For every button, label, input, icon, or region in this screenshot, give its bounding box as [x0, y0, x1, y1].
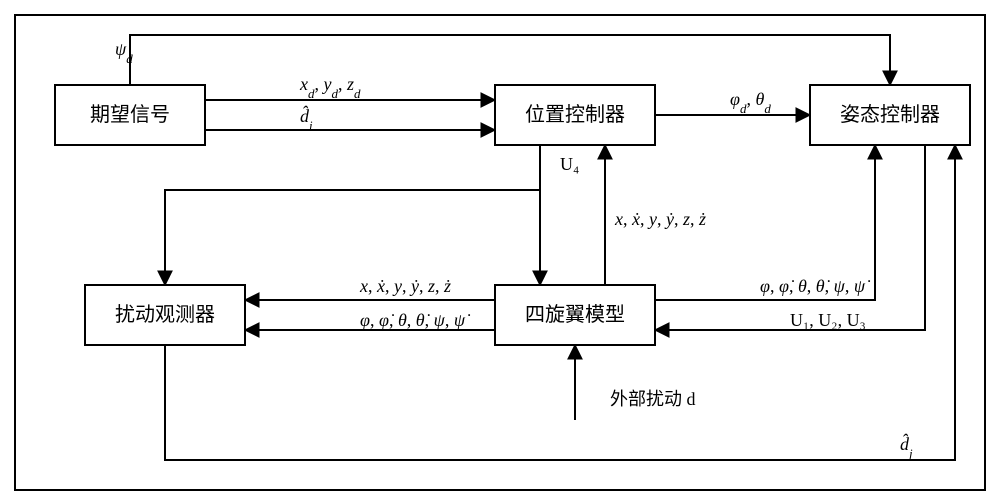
edge-label-u4: U₄ — [560, 154, 579, 174]
node-label-observer: 扰动观测器 — [115, 303, 215, 326]
edge-label-state_att: φ, φ̇, θ, θ̇, ψ, ψ̇ — [760, 276, 871, 296]
edge-label-state_att: φ, φ̇, θ, θ̇, ψ, ψ̇ — [360, 310, 471, 330]
edge-label-d_hat_i: d̂i — [300, 105, 313, 132]
edge-label-disturb: 外部扰动 d — [610, 389, 696, 409]
node-label-pos_ctrl: 位置控制器 — [525, 103, 625, 126]
node-model: 四旋翼模型 — [495, 285, 655, 345]
nodes-layer: 期望信号 位置控制器 姿态控制器扰动观测器 四旋翼模型 — [55, 85, 970, 345]
edge-label-xyz_d: xd, yd, zd — [299, 74, 361, 101]
edge-label-d_hat_j: d̂j — [900, 433, 913, 460]
edge-label-phi_theta_d: φd, θd — [730, 89, 771, 116]
edge-label-u123: U₁, U₂, U₃ — [790, 310, 866, 330]
node-label-att_ctrl: 姿态控制器 — [840, 103, 940, 126]
node-desired: 期望信号 — [55, 85, 205, 145]
node-att_ctrl: 姿态控制器 — [810, 85, 970, 145]
node-pos_ctrl: 位置控制器 — [495, 85, 655, 145]
edge-label-state_pos: x, ẋ, y, ẏ, z, ż — [359, 276, 451, 296]
edge-u4_to_obs — [165, 190, 540, 285]
edge-u123 — [655, 145, 925, 330]
edge-psi_d_path — [130, 35, 890, 85]
edge-label-state_pos: x, ẋ, y, ẏ, z, ż — [614, 209, 706, 229]
node-observer: 扰动观测器 — [85, 285, 245, 345]
node-label-model: 四旋翼模型 — [525, 303, 625, 326]
node-label-desired: 期望信号 — [90, 103, 170, 126]
